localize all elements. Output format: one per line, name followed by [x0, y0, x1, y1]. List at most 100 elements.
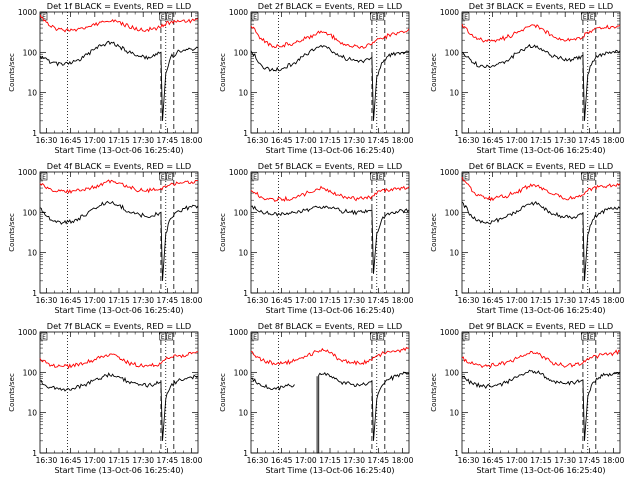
corner-box-label: E: [253, 14, 257, 21]
x-tick-label: 17:30: [343, 296, 365, 305]
x-tick-label: 16:45: [60, 296, 82, 305]
series-lld-line: [250, 25, 410, 49]
series-events-line: [39, 200, 199, 281]
x-tick-label: 16:30: [458, 296, 480, 305]
panel-5: Det 5f BLACK = Events, RED = LLD 1 10 100 10…: [219, 161, 414, 315]
x-tick-label: 17:15: [319, 456, 341, 465]
marker-box: [377, 332, 385, 341]
y-tick-label: 100: [234, 368, 249, 377]
y-tick-label: 1000: [229, 168, 248, 177]
x-axis-label: Start Time (13-Oct-06 16:25:40): [54, 466, 183, 475]
marker-box-label: E: [372, 334, 376, 341]
x-tick-label: 17:30: [554, 136, 576, 145]
x-tick-label: 16:45: [271, 456, 293, 465]
corner-box: [40, 332, 48, 341]
panel-6: Det 6f BLACK = Events, RED = LLD 1 10 100 10…: [430, 161, 625, 315]
y-tick-label: 100: [23, 368, 38, 377]
marker-box-label: E: [161, 334, 165, 341]
marker-box: [159, 172, 167, 181]
x-tick-label: 17:45: [579, 456, 601, 465]
x-tick-label: 17:30: [132, 296, 154, 305]
panel-4: Det 4f BLACK = Events, RED = LLD 1 10 100 10…: [8, 161, 203, 315]
plot-frame: [461, 331, 621, 454]
marker-box: [159, 332, 167, 341]
panel-8: Det 8f BLACK = Events, RED = LLD 1 10 100 10…: [219, 321, 414, 475]
y-axis-label: Counts/sec: [219, 373, 227, 412]
panel-title: Det 1f BLACK = Events, RED = LLD: [47, 1, 191, 11]
x-tick-label: 17:15: [108, 296, 130, 305]
x-tick-label: 18:00: [392, 136, 414, 145]
marker-box: [166, 12, 174, 21]
x-axis-label: Start Time (13-Oct-06 16:25:40): [476, 146, 605, 155]
y-axis-label: Counts/sec: [430, 373, 438, 412]
marker-box: [166, 332, 174, 341]
panel-2: Det 2f BLACK = Events, RED = LLD 1 10 100 10…: [219, 1, 414, 155]
corner-box: [251, 332, 259, 341]
y-tick-label: 1: [454, 449, 459, 458]
plot-frame: [250, 11, 410, 134]
series-lld-line: [461, 23, 621, 43]
x-tick-label: 17:45: [157, 296, 179, 305]
x-tick-label: 17:30: [132, 136, 154, 145]
y-tick-label: 10: [27, 409, 37, 418]
y-axis-label: Counts/sec: [430, 53, 438, 92]
x-axis-label: Start Time (13-Oct-06 16:25:40): [54, 306, 183, 315]
x-tick-label: 17:15: [108, 456, 130, 465]
y-axis-label: Counts/sec: [8, 213, 16, 252]
x-tick-label: 16:30: [36, 296, 58, 305]
x-tick-label: 17:15: [530, 456, 552, 465]
y-tick-label: 10: [449, 89, 459, 98]
series-events-line: [250, 44, 410, 121]
x-tick-label: 16:30: [36, 456, 58, 465]
x-tick-label: 18:00: [603, 136, 625, 145]
x-tick-label: 18:00: [181, 456, 203, 465]
x-tick-label: 16:45: [271, 296, 293, 305]
x-tick-label: 16:30: [247, 136, 269, 145]
panel-title: Det 4f BLACK = Events, RED = LLD: [47, 161, 191, 171]
x-tick-label: 18:00: [392, 456, 414, 465]
marker-box: [377, 172, 385, 181]
x-tick-label: 17:30: [554, 456, 576, 465]
x-tick-label: 18:00: [392, 296, 414, 305]
x-tick-label: 18:00: [181, 296, 203, 305]
corner-box-label: E: [42, 14, 46, 21]
plot-frame: [461, 171, 621, 294]
x-tick-label: 17:15: [319, 136, 341, 145]
y-tick-label: 10: [238, 249, 248, 258]
x-tick-label: 16:45: [60, 456, 82, 465]
series-lld-line: [250, 346, 410, 366]
panel-title: Det 3f BLACK = Events, RED = LLD: [469, 1, 613, 11]
series-events-line: [461, 201, 621, 281]
y-tick-label: 1000: [18, 328, 37, 337]
marker-box-label: E: [372, 14, 376, 21]
x-tick-label: 17:00: [84, 136, 106, 145]
marker-box-label: E: [379, 174, 383, 181]
x-axis-label: Start Time (13-Oct-06 16:25:40): [265, 466, 394, 475]
y-tick-label: 100: [445, 48, 460, 57]
marker-box: [581, 332, 589, 341]
y-tick-label: 1000: [440, 8, 459, 17]
x-tick-label: 17:15: [530, 136, 552, 145]
marker-box-label: E: [590, 14, 594, 21]
y-tick-label: 100: [23, 208, 38, 217]
series-events-line: [39, 40, 199, 121]
marker-box-label: E: [583, 174, 587, 181]
corner-box-label: E: [42, 174, 46, 181]
x-tick-label: 17:45: [579, 136, 601, 145]
y-tick-label: 1000: [229, 8, 248, 17]
y-tick-label: 100: [23, 48, 38, 57]
marker-box: [370, 172, 378, 181]
marker-box-label: E: [379, 334, 383, 341]
marker-box: [581, 12, 589, 21]
x-tick-label: 18:00: [603, 296, 625, 305]
series-events-line: [39, 372, 199, 441]
y-tick-label: 1: [243, 289, 248, 298]
y-tick-label: 1: [243, 129, 248, 138]
x-tick-label: 16:30: [458, 136, 480, 145]
x-tick-label: 16:30: [247, 296, 269, 305]
x-tick-label: 17:00: [506, 136, 528, 145]
x-axis-label: Start Time (13-Oct-06 16:25:40): [265, 146, 394, 155]
marker-box: [588, 172, 596, 181]
marker-box-label: E: [161, 14, 165, 21]
x-tick-label: 17:00: [295, 296, 317, 305]
